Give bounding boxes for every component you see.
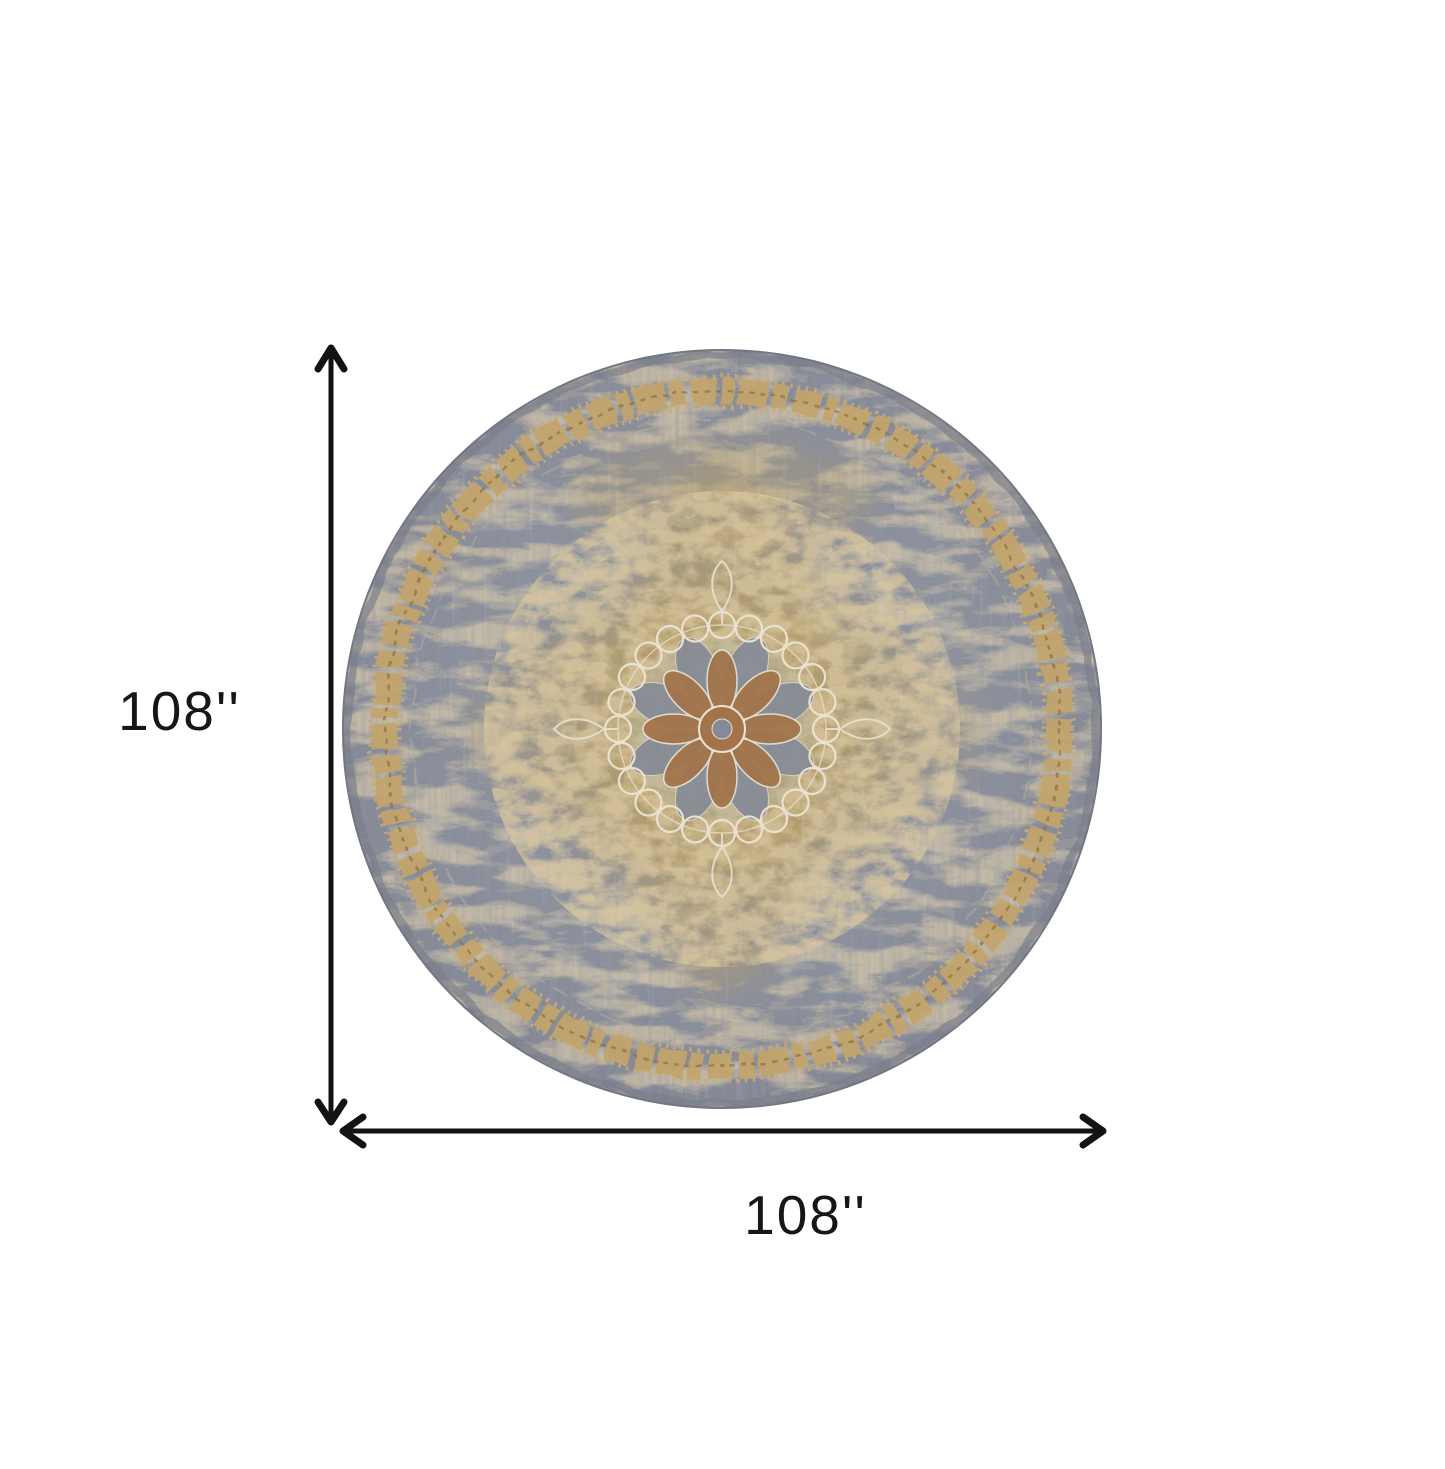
width-dimension-label: 108'' [744,1184,867,1246]
rug-border-band [368,375,1076,1083]
horizontal-dimension-arrow [339,1113,1107,1149]
round-rug-image [342,349,1102,1109]
rug-medallion-ornament [553,560,891,898]
rug-outer-edge [342,349,1102,1109]
height-dimension-label: 108'' [118,680,241,742]
rug-body [342,349,1102,1109]
